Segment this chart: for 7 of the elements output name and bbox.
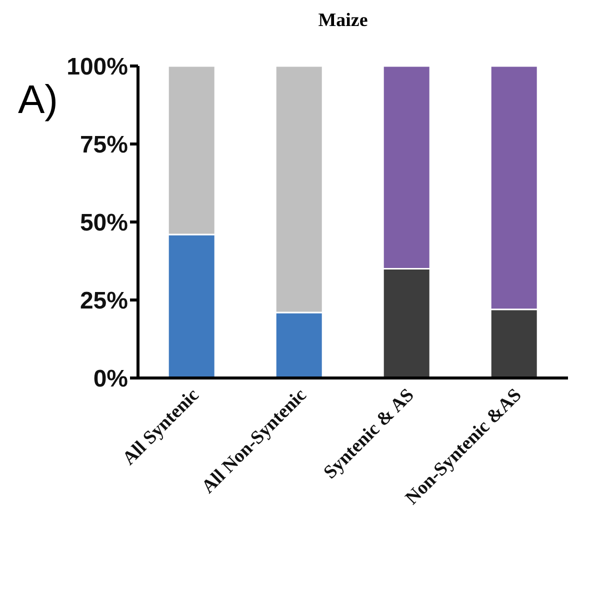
y-tick-label: 0% xyxy=(93,366,128,393)
text: A) xyxy=(18,78,58,123)
y-tick-label: 50% xyxy=(80,210,128,237)
y-tick-label: 100% xyxy=(66,54,128,81)
chart-title: Maize xyxy=(317,10,369,32)
y-tick-label: 75% xyxy=(80,132,128,159)
y-tick-label: 25% xyxy=(80,288,128,315)
